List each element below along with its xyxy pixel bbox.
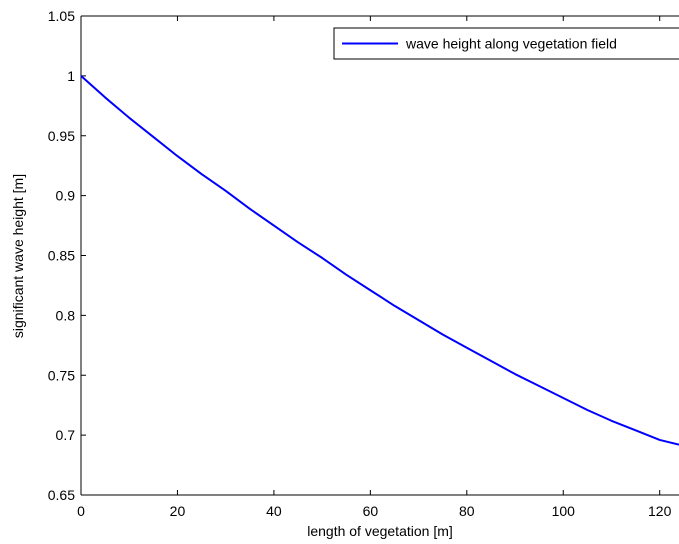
y-tick-label: 0.8 [56, 307, 76, 323]
x-axis-label: length of vegetation [m] [307, 523, 453, 539]
y-tick-label: 0.65 [48, 487, 75, 503]
y-axis-ticks: 0.65 0.7 0.75 0.8 0.85 0.9 0.95 1 1.05 [48, 8, 86, 503]
x-tick-label: 80 [459, 503, 475, 519]
x-tick-label: 0 [77, 503, 85, 519]
y-tick-label: 0.9 [56, 188, 76, 204]
x-tick-label: 120 [648, 503, 672, 519]
series-layer [80, 75, 679, 446]
y-tick-label: 0.85 [48, 248, 75, 264]
x-tick-label: 20 [170, 503, 186, 519]
y-tick-label: 0.7 [56, 427, 76, 443]
x-tick-label: 100 [552, 503, 576, 519]
y-tick-label: 0.95 [48, 128, 75, 144]
y-tick-label: 1 [67, 68, 75, 84]
x-axis-ticks: 0 20 40 60 80 100 120 [77, 16, 672, 519]
series-line [80, 75, 679, 446]
legend-label: wave height along vegetation field [405, 36, 617, 52]
x-tick-label: 40 [266, 503, 282, 519]
y-axis-label: significant wave height [m] [10, 174, 26, 338]
legend: wave height along vegetation field [333, 27, 679, 60]
y-tick-label: 1.05 [48, 8, 75, 24]
y-tick-label: 0.75 [48, 367, 75, 383]
x-tick-label: 60 [363, 503, 379, 519]
